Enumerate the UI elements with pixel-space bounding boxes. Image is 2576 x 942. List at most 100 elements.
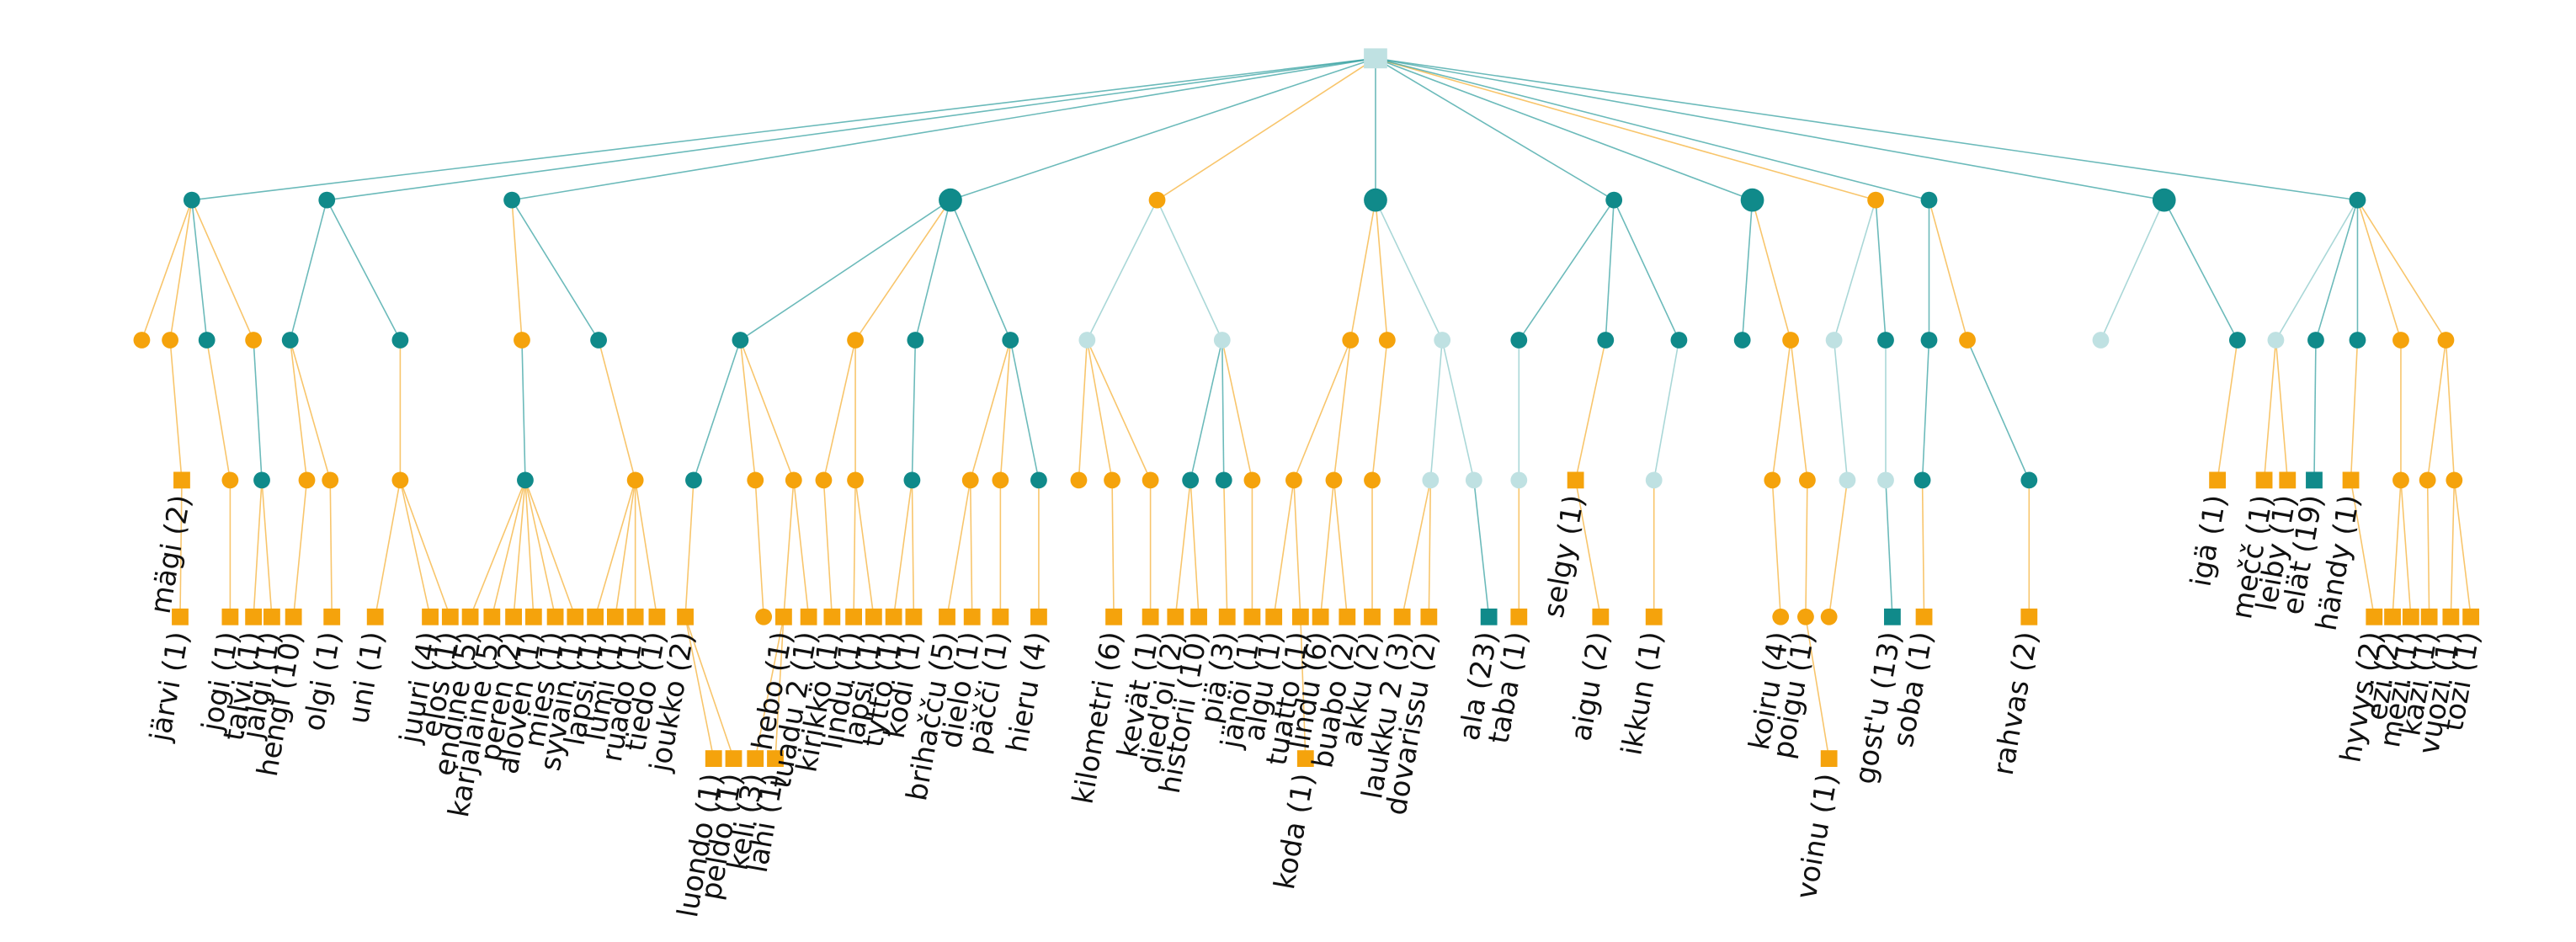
level4-leaf: [221, 608, 239, 625]
level3-node: [961, 471, 979, 489]
level3-node: [1104, 471, 1120, 489]
edge: [911, 480, 915, 617]
level3-leaf: [173, 471, 190, 489]
edge: [2450, 480, 2456, 617]
level4-leaf: [1190, 608, 1207, 625]
level4-leaf: [1772, 608, 1790, 625]
level2-node: [2437, 332, 2455, 349]
level3-node: [1070, 471, 1088, 489]
level4-leaf: [1645, 608, 1663, 625]
level2-node: [1078, 332, 1096, 349]
level3-leaf: [2255, 471, 2273, 489]
level4-leaf: [1265, 608, 1283, 625]
level2-node: [1434, 332, 1451, 349]
level3-node: [747, 471, 764, 489]
edge: [1174, 480, 1191, 617]
edge: [1157, 57, 1376, 201]
level4-leaf: [775, 608, 792, 625]
edge: [739, 339, 757, 481]
level4-node: [1820, 608, 1838, 625]
level5-leaf: [1820, 750, 1838, 768]
level1-node: [1148, 191, 1166, 209]
level3-node: [1799, 471, 1816, 489]
level2-node: [1782, 332, 1800, 349]
edge: [2453, 480, 2472, 617]
edge: [1613, 200, 1680, 341]
level5-leaf: [1296, 750, 1314, 768]
node-label: selgy (1): [1536, 492, 1590, 620]
edge: [289, 339, 331, 481]
level3-node: [298, 471, 316, 489]
edge: [1375, 57, 2164, 201]
level3-leaf: [2279, 471, 2297, 489]
edge: [2426, 339, 2447, 481]
level4-leaf: [1312, 608, 1329, 625]
level3-node: [2446, 471, 2463, 489]
edge: [854, 480, 875, 617]
level3-node: [1422, 471, 1440, 489]
level3-node: [1182, 471, 1200, 489]
edge: [191, 200, 208, 341]
level2-node: [2349, 332, 2366, 349]
level3-leaf: [2209, 471, 2227, 489]
edge: [326, 200, 402, 341]
node-label: igä (1): [2184, 492, 2232, 589]
level3-node: [815, 471, 833, 489]
edge: [2350, 480, 2376, 617]
level1-node: [1605, 191, 1623, 209]
level4-leaf: [865, 608, 882, 625]
level2-node: [2392, 332, 2409, 349]
edge: [179, 480, 183, 617]
edge: [1605, 200, 1615, 341]
level4-leaf: [172, 608, 189, 625]
edge: [141, 200, 193, 341]
edge: [191, 200, 254, 341]
level4-leaf: [2420, 608, 2438, 625]
level3-node: [1877, 471, 1894, 489]
edge: [521, 339, 526, 481]
level3-node: [1285, 471, 1302, 489]
level2-node: [590, 332, 607, 349]
edge: [1319, 480, 1335, 617]
node-label: rahvas (2): [1987, 629, 2044, 777]
edge: [374, 480, 402, 617]
edge: [1805, 616, 1830, 759]
level4-leaf: [648, 608, 666, 625]
level3-node: [903, 471, 921, 489]
node-label: järvi (1): [143, 629, 194, 744]
edge: [1375, 57, 1615, 201]
edge: [594, 480, 636, 617]
edge: [2350, 339, 2359, 481]
edge: [2445, 339, 2456, 481]
level3-node: [391, 471, 409, 489]
level4-leaf: [263, 608, 280, 625]
edge: [1221, 340, 1225, 481]
nodes: [133, 48, 2480, 768]
edge: [1574, 480, 1602, 617]
edge: [292, 480, 308, 617]
level5-leaf: [767, 750, 784, 768]
level2-node: [1920, 332, 1938, 349]
level3-node: [847, 471, 864, 489]
edge: [754, 616, 785, 759]
level4-leaf: [1915, 608, 1933, 625]
level1-node: [1867, 191, 1885, 209]
level1-node: [318, 191, 336, 209]
level2-node: [1825, 332, 1843, 349]
level4-leaf: [2020, 608, 2038, 625]
level2-node: [281, 332, 299, 349]
edge: [1928, 200, 1968, 341]
node-label: mägi (2): [144, 492, 197, 616]
edge: [783, 480, 795, 617]
level3-node: [2020, 471, 2038, 489]
edge: [854, 200, 951, 341]
level2-node: [2228, 332, 2246, 349]
edge: [511, 200, 599, 341]
edge: [911, 339, 917, 481]
edge: [1086, 339, 1152, 481]
edge: [684, 616, 715, 759]
level4-leaf: [1420, 608, 1438, 625]
level2-node: [1342, 332, 1360, 349]
level2-node: [2092, 332, 2110, 349]
edge: [511, 200, 523, 341]
